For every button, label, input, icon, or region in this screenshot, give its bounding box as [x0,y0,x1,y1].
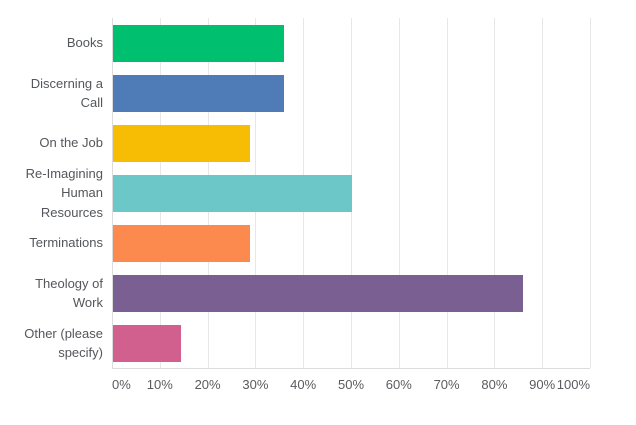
category-label-terminations: Terminations [29,235,103,251]
x-axis-line [112,368,590,369]
bar-theology-of-work [113,275,523,312]
x-tick-label-20: 20% [194,377,221,392]
bar-on-the-job [113,125,250,162]
chart-row-on-the-job: On the Job [0,118,636,168]
x-tick-label-100: 100% [556,377,590,392]
y-axis-line [112,18,113,368]
x-axis-ticks: 0% 10% 20% 30% 40% 50% 60% 70% 80% 90% 100% [112,377,590,393]
category-label-books: Books [66,35,103,51]
gridline [398,18,400,368]
bar-books [113,25,284,62]
x-tick-label-40: 40% [290,377,317,392]
category-label-on-the-job: On the Job [39,135,103,151]
gridline [590,18,591,368]
gridline [446,18,448,368]
chart-row-re-imagining-human-resources: Re-Imagining Human Resources [0,165,636,220]
bar-terminations [113,225,250,262]
gridline [494,18,496,368]
category-label-discerning-a-call: Discerning a Call [30,75,103,111]
bar-other-please-specify [113,325,181,362]
bar-discerning-a-call [113,75,284,112]
category-label-theology-of-work: Theology of Work [35,275,103,311]
x-tick-label-30: 30% [242,377,269,392]
category-label-re-imagining-human-resources: Re-Imagining Human Resources [25,165,103,220]
x-tick-label-90: 90% [529,377,556,392]
x-tick-label-50: 50% [337,377,365,392]
x-tick-label-70: 70% [433,377,460,392]
chart-rows: Books Discerning a Call On the Job Re-Imagi… [0,18,636,368]
chart-row-terminations: Terminations [0,218,636,268]
x-tick-label-0: 0% [112,377,131,392]
chart-row-theology-of-work: Theology of Work [0,268,636,318]
x-tick-label-80: 80% [481,377,508,392]
x-tick-label-10: 10% [146,377,173,392]
x-tick-label-60: 60% [385,377,412,392]
category-label-other-please-specify: Other (please specify) [24,325,103,361]
bar-re-imagining-human-resources [113,175,352,212]
gridline [542,18,544,368]
chart-row-other-please-specify: Other (please specify) [0,318,636,368]
chart-row-discerning-a-call: Discerning a Call [0,68,636,118]
chart-row-books: Books [0,18,636,68]
